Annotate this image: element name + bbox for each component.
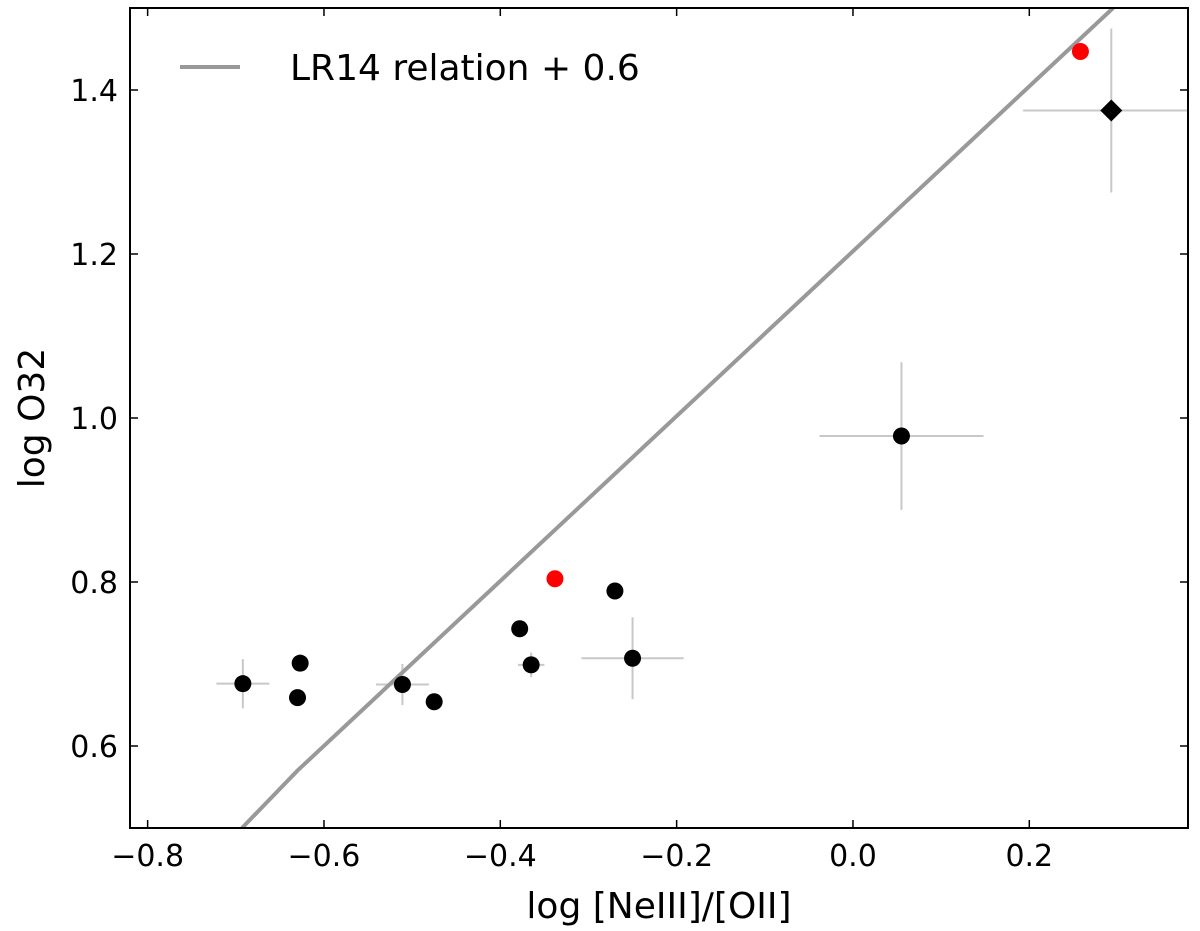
x-tick-label: −0.2 (640, 839, 713, 874)
data-point (291, 654, 309, 672)
legend-label: LR14 relation + 0.6 (290, 48, 640, 89)
y-tick-label: 0.6 (70, 730, 118, 765)
data-point (511, 620, 529, 638)
x-tick-label: 0.0 (829, 839, 877, 874)
data-point (624, 649, 642, 667)
data-point (289, 689, 307, 707)
data-point (393, 676, 411, 693)
x-tick-label: −0.6 (288, 839, 361, 874)
y-axis: 0.6 0.8 1.0 1.2 1.4 (70, 74, 1188, 765)
data-point (425, 693, 443, 711)
x-tick-label: 0.2 (1005, 839, 1053, 874)
data-point (606, 582, 624, 600)
plot-frame (129, 7, 1189, 829)
lines-layer (240, 8, 1115, 828)
y-tick-label: 1.2 (70, 238, 118, 273)
y-axis-label: log O32 (12, 348, 53, 488)
lr14-relation-line (240, 8, 1115, 828)
legend: LR14 relation + 0.6 (180, 48, 640, 89)
data-point-red (1071, 42, 1089, 60)
data-point (234, 675, 252, 693)
x-tick-label: −0.4 (464, 839, 537, 874)
data-point (892, 427, 910, 445)
data-point-diamond (1100, 99, 1123, 122)
x-tick-label: −0.8 (111, 839, 184, 874)
y-tick-label: 1.4 (70, 74, 118, 109)
y-tick-label: 1.0 (70, 402, 118, 437)
x-axis: −0.8 −0.6 −0.4 −0.2 0.0 0.2 (111, 8, 1053, 874)
y-tick-label: 0.8 (70, 566, 118, 601)
x-axis-label: log [NeIII]/[OII] (526, 886, 791, 927)
points-layer (234, 42, 1123, 711)
data-point (522, 656, 540, 674)
errorbars-layer (216, 28, 1188, 709)
data-point-red (546, 570, 564, 588)
